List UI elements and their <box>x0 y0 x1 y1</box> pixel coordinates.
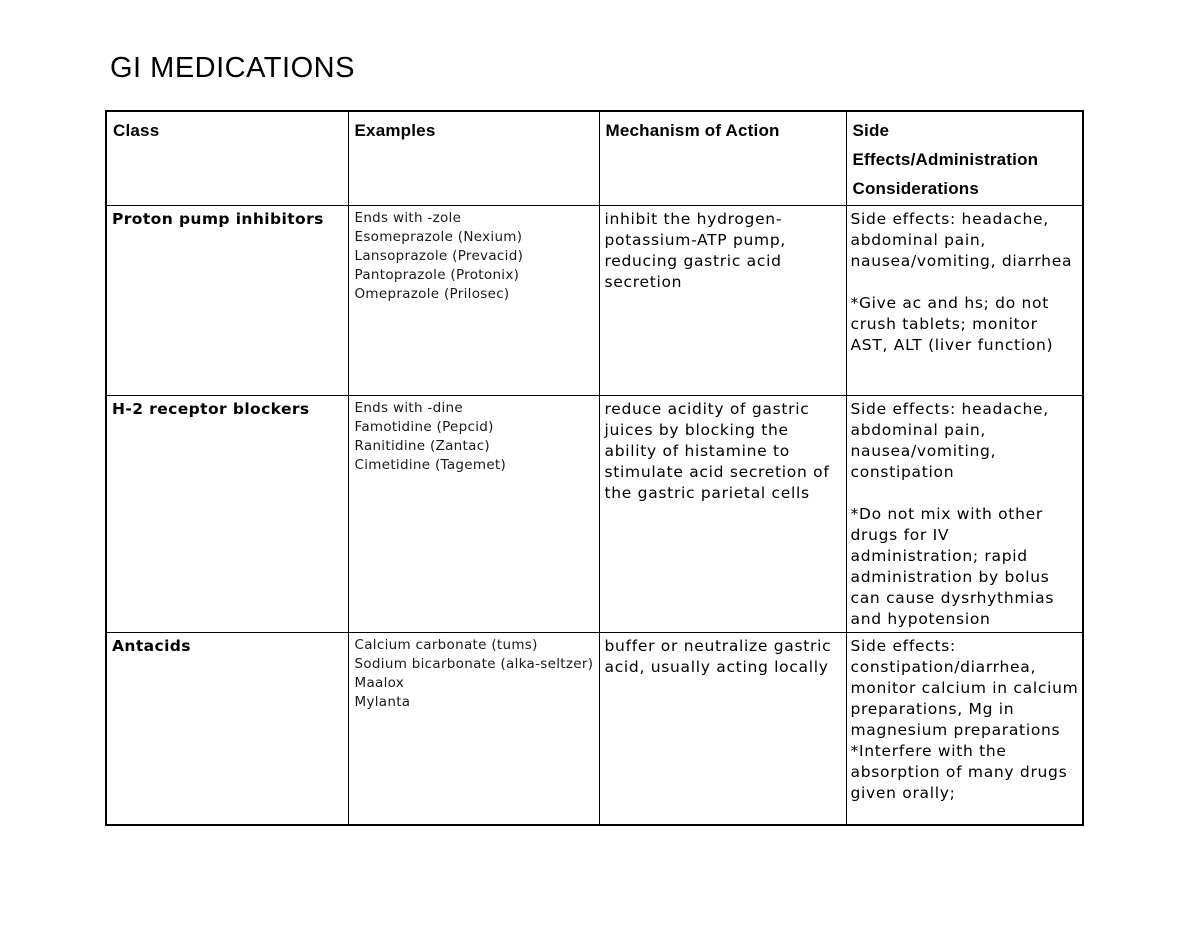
side-effects-cell: Side effects: headache, abdominal pain, … <box>845 395 1084 633</box>
table-row: Proton pump inhibitors Ends with -zole E… <box>105 205 1084 396</box>
table-header-row: Class Examples Mechanism of Action Side … <box>105 110 1084 206</box>
mechanism-cell: inhibit the hydrogen-potassium-ATP pump,… <box>598 205 847 396</box>
side-effects-cell: Side effects: headache, abdominal pain, … <box>845 205 1084 396</box>
mechanism-cell: buffer or neutralize gastric acid, usual… <box>598 632 847 825</box>
mechanism-cell: reduce acidity of gastric juices by bloc… <box>598 395 847 633</box>
side-effects-cell: Side effects: constipation/diarrhea, mon… <box>845 632 1084 825</box>
examples-cell: Calcium carbonate (tums) Sodium bicarbon… <box>347 632 600 825</box>
examples-cell: Ends with -dine Famotidine (Pepcid) Rani… <box>347 395 600 633</box>
class-cell: Antacids <box>105 632 349 825</box>
class-cell: Proton pump inhibitors <box>105 205 349 396</box>
table-row: Antacids Calcium carbonate (tums) Sodium… <box>105 632 1084 825</box>
header-examples: Examples <box>347 110 600 206</box>
examples-cell: Ends with -zole Esomeprazole (Nexium) La… <box>347 205 600 396</box>
table-row: H-2 receptor blockers Ends with -dine Fa… <box>105 395 1084 633</box>
class-cell: H-2 receptor blockers <box>105 395 349 633</box>
header-side-effects: Side Effects/Administration Consideratio… <box>845 110 1084 206</box>
gi-medications-table: Class Examples Mechanism of Action Side … <box>105 110 1084 826</box>
document-title: GI MEDICATIONS <box>110 52 355 84</box>
header-mechanism: Mechanism of Action <box>598 110 847 206</box>
header-class: Class <box>105 110 349 206</box>
